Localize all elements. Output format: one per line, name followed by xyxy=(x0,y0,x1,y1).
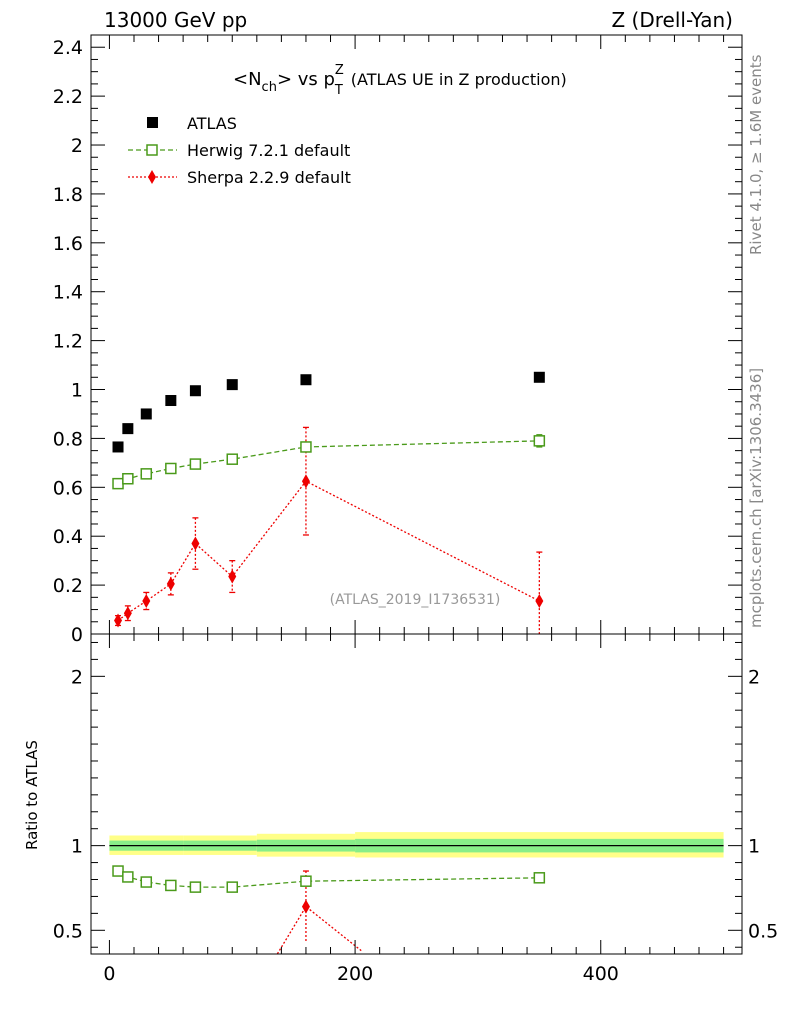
y-tick-label: 1.2 xyxy=(53,331,83,353)
ratio-data-layer xyxy=(109,832,724,954)
x-tick-label: 0 xyxy=(103,963,115,985)
y-tick-label: 0.6 xyxy=(53,477,83,499)
legend-herwig-label: Herwig 7.2.1 default xyxy=(187,141,350,160)
sherpa-ratio-point xyxy=(301,899,310,914)
ratio-y-tick-label: 0.5 xyxy=(53,920,83,942)
sherpa-point xyxy=(142,593,151,608)
title-sup: Z xyxy=(335,63,344,78)
herwig-point xyxy=(226,453,239,465)
ratio-ylabel: Ratio to ATLAS xyxy=(23,740,41,850)
atlas-point xyxy=(122,423,134,435)
herwig-ratio-point xyxy=(165,879,177,892)
sherpa-point xyxy=(166,576,175,591)
herwig-ratio-point xyxy=(140,876,153,888)
title-sub2: T xyxy=(334,83,343,98)
x-tick-label: 400 xyxy=(583,963,619,985)
sherpa-point xyxy=(123,606,132,621)
y-tick-label: 2.4 xyxy=(53,37,83,59)
title-prefix: <N xyxy=(233,69,262,90)
legend-sherpa-label: Sherpa 2.2.9 default xyxy=(187,168,351,187)
sherpa-point xyxy=(228,569,237,584)
atlas-point xyxy=(112,441,124,453)
sherpa-point xyxy=(535,593,544,608)
atlas-point xyxy=(140,408,152,420)
y-tick-label: 0.2 xyxy=(53,575,83,597)
atlas-point xyxy=(189,385,201,397)
main-data-layer xyxy=(112,371,546,634)
herwig-point xyxy=(300,441,312,453)
analysis-watermark: (ATLAS_2019_I1736531) xyxy=(330,592,501,608)
main-axis-ticks: 0 0.2 0.4 0.6 0.8 1 1.2 1.4 1.6 1.8 2 2.2 2.4 xyxy=(53,34,742,646)
herwig-point xyxy=(165,462,177,475)
title-sub: ch xyxy=(262,80,277,95)
legend-herwig-marker xyxy=(146,144,158,156)
herwig-point xyxy=(122,472,134,485)
mcplots-label: mcplots.cern.ch [arXiv:1306.3436] xyxy=(747,368,765,628)
sherpa-ratio-line xyxy=(276,905,362,954)
herwig-ratio-point xyxy=(300,875,312,887)
process-label: Z (Drell-Yan) xyxy=(611,8,733,32)
atlas-point xyxy=(165,395,177,407)
ratio-axis-ticks: 0 200 400 0.5 0.5 1 1 2 2 xyxy=(53,634,778,985)
herwig-point xyxy=(140,468,153,480)
herwig-point xyxy=(112,477,124,490)
herwig-point xyxy=(189,458,202,470)
y-tick-label: 2.2 xyxy=(53,86,83,108)
x-tick-label: 200 xyxy=(337,963,373,985)
sherpa-line xyxy=(117,480,540,622)
herwig-ratio-point xyxy=(226,881,239,893)
ratio-frame xyxy=(90,633,743,955)
chart-title: <Nch> vs pZ T (ATLAS UE in Z production) xyxy=(233,63,567,98)
legend: ATLAS Herwig 7.2.1 default Sherpa 2.2.9 … xyxy=(128,114,351,187)
sherpa-point xyxy=(301,474,310,489)
legend-sherpa-marker xyxy=(148,170,156,184)
title-suffix: (ATLAS UE in Z production) xyxy=(351,70,567,89)
y-tick-label: 0.8 xyxy=(53,428,83,450)
herwig-ratio-line xyxy=(117,870,540,888)
legend-atlas-label: ATLAS xyxy=(187,114,237,133)
ratio-y-tick-label: 2 xyxy=(71,666,83,688)
y-tick-label: 1.4 xyxy=(53,282,83,304)
legend-atlas-marker xyxy=(147,117,158,128)
y-tick-label: 0 xyxy=(71,624,83,646)
sherpa-point xyxy=(114,613,123,628)
ratio-y-tick-label: 1 xyxy=(71,836,83,858)
title-mid: > vs p xyxy=(277,69,335,90)
y-tick-label: 1.6 xyxy=(53,233,83,255)
herwig-ratio-point xyxy=(122,871,134,883)
herwig-ratio-point xyxy=(189,881,202,893)
herwig-line xyxy=(117,440,540,485)
y-tick-label: 0.4 xyxy=(53,526,83,548)
atlas-point xyxy=(226,379,238,391)
herwig-point xyxy=(533,435,546,447)
ratio-y-tick-label-right: 0.5 xyxy=(748,920,778,942)
ratio-panel: 0 200 400 0.5 0.5 1 1 2 2 Ratio to ATLAS xyxy=(23,633,778,985)
y-tick-label: 2 xyxy=(71,135,83,157)
rivet-label: Rivet 4.1.0, ≥ 1.6M events xyxy=(747,54,765,255)
main-panel: 0 0.2 0.4 0.6 0.8 1 1.2 1.4 1.6 1.8 2 2.2 2.4 <Nch> … xyxy=(53,34,743,646)
atlas-point xyxy=(533,371,545,383)
herwig-ratio-point xyxy=(533,872,546,884)
y-tick-label: 1 xyxy=(71,380,83,402)
ratio-y-tick-label-right: 1 xyxy=(748,836,760,858)
energy-label: 13000 GeV pp xyxy=(104,8,247,32)
y-tick-label: 1.8 xyxy=(53,184,83,206)
atlas-point xyxy=(300,374,312,386)
herwig-ratio-point xyxy=(112,865,124,877)
ratio-y-tick-label-right: 2 xyxy=(748,666,760,688)
sherpa-point xyxy=(191,536,200,551)
